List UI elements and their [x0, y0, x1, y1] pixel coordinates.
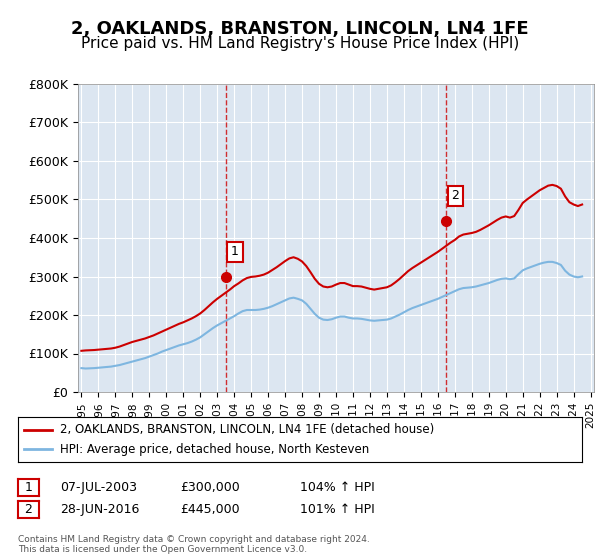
Text: 2, OAKLANDS, BRANSTON, LINCOLN, LN4 1FE (detached house): 2, OAKLANDS, BRANSTON, LINCOLN, LN4 1FE … — [60, 423, 434, 436]
Text: 2: 2 — [25, 503, 32, 516]
Text: 101% ↑ HPI: 101% ↑ HPI — [300, 503, 375, 516]
Text: 104% ↑ HPI: 104% ↑ HPI — [300, 480, 375, 494]
Text: 2: 2 — [451, 189, 459, 203]
Text: 28-JUN-2016: 28-JUN-2016 — [60, 503, 139, 516]
Text: Contains HM Land Registry data © Crown copyright and database right 2024.: Contains HM Land Registry data © Crown c… — [18, 535, 370, 544]
Text: 2, OAKLANDS, BRANSTON, LINCOLN, LN4 1FE: 2, OAKLANDS, BRANSTON, LINCOLN, LN4 1FE — [71, 20, 529, 38]
Text: Price paid vs. HM Land Registry's House Price Index (HPI): Price paid vs. HM Land Registry's House … — [81, 36, 519, 52]
Text: 07-JUL-2003: 07-JUL-2003 — [60, 480, 137, 494]
Text: £300,000: £300,000 — [180, 480, 240, 494]
Text: HPI: Average price, detached house, North Kesteven: HPI: Average price, detached house, Nort… — [60, 443, 370, 456]
Text: 1: 1 — [25, 480, 32, 494]
Text: 1: 1 — [231, 245, 239, 258]
Text: £445,000: £445,000 — [180, 503, 239, 516]
Text: This data is licensed under the Open Government Licence v3.0.: This data is licensed under the Open Gov… — [18, 545, 307, 554]
